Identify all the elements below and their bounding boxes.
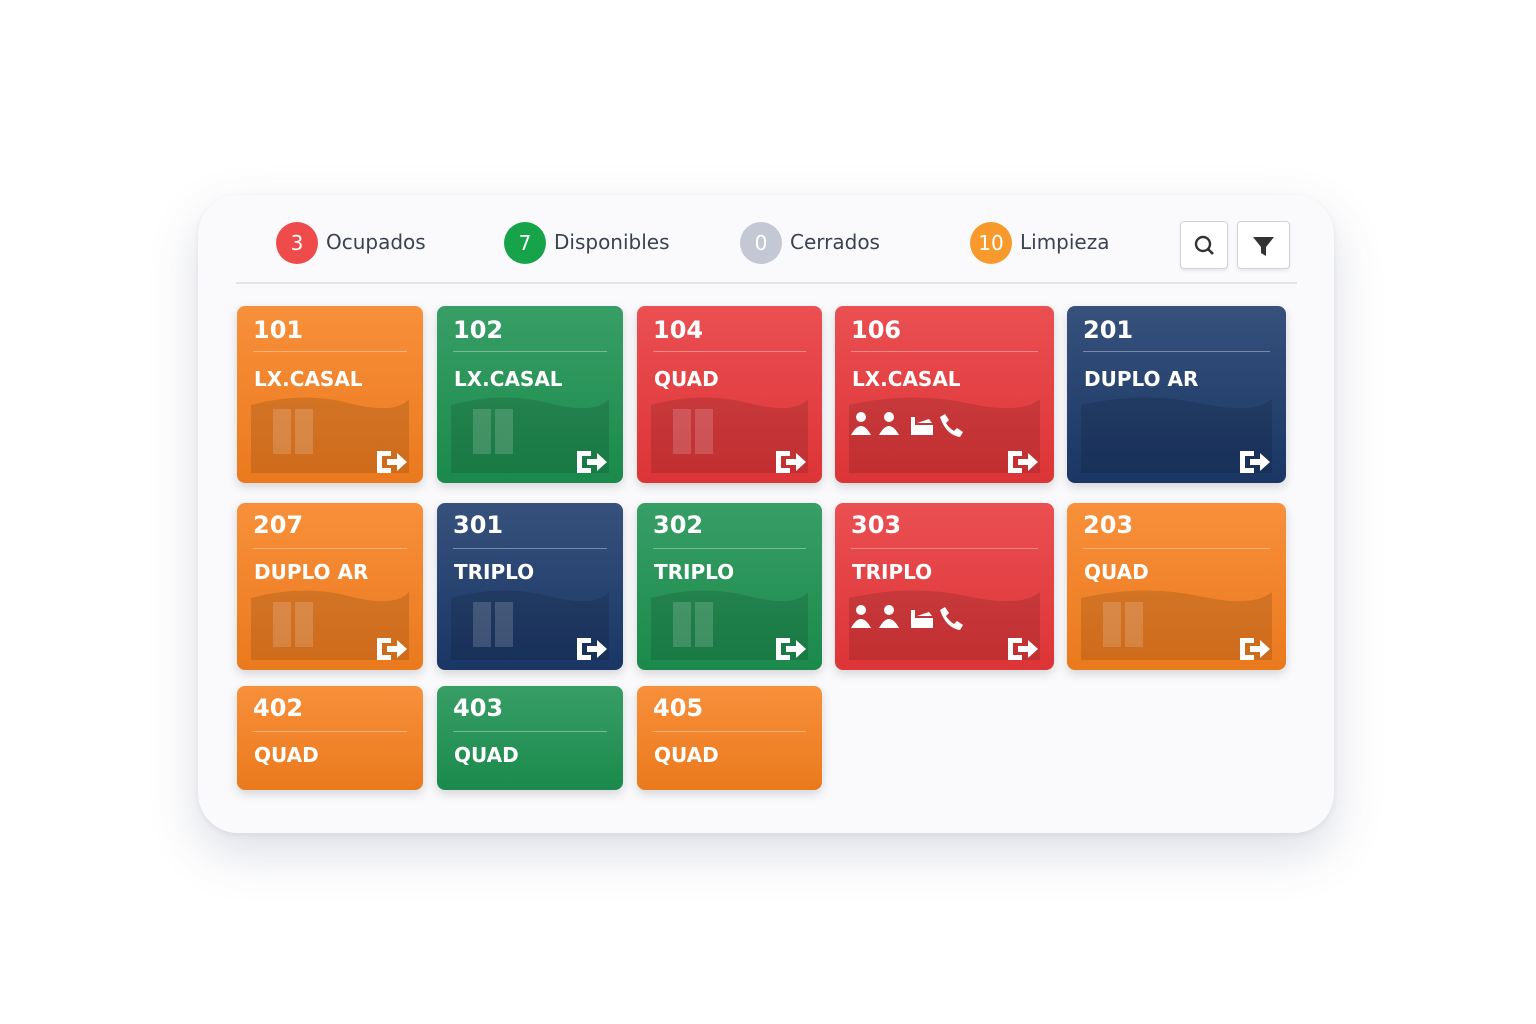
search-button[interactable] xyxy=(1180,221,1228,269)
room-card[interactable]: 303 TRIPLO xyxy=(835,503,1054,670)
card-divider xyxy=(253,351,407,352)
card-divider xyxy=(253,548,407,549)
room-type: TRIPLO xyxy=(852,560,933,584)
card-divider xyxy=(851,548,1038,549)
room-number: 303 xyxy=(851,511,902,539)
card-divider xyxy=(1083,351,1270,352)
room-type: TRIPLO xyxy=(454,560,535,584)
room-card[interactable]: 301 TRIPLO xyxy=(437,503,623,670)
card-decoration xyxy=(849,397,1040,473)
card-decoration xyxy=(251,590,409,660)
room-type: QUAD xyxy=(454,743,519,767)
room-number: 102 xyxy=(453,316,504,344)
divider xyxy=(236,282,1297,284)
search-icon xyxy=(1194,235,1214,255)
room-card[interactable]: 201 DUPLO AR xyxy=(1067,306,1286,483)
status-label: Disponibles xyxy=(554,230,670,254)
room-card[interactable]: 106 LX.CASAL xyxy=(835,306,1054,483)
room-number: 207 xyxy=(253,511,304,539)
room-card[interactable]: 405 QUAD xyxy=(637,686,822,790)
room-type: DUPLO AR xyxy=(254,560,369,584)
room-type: DUPLO AR xyxy=(1084,367,1199,391)
card-decoration xyxy=(651,397,808,473)
room-number: 203 xyxy=(1083,511,1134,539)
card-divider xyxy=(453,548,607,549)
status-label: Limpieza xyxy=(1020,230,1110,254)
card-divider xyxy=(1083,548,1270,549)
room-type: QUAD xyxy=(654,743,719,767)
room-number: 106 xyxy=(851,316,902,344)
filter-button[interactable] xyxy=(1237,221,1290,269)
room-type: LX.CASAL xyxy=(852,367,961,391)
card-divider xyxy=(851,351,1038,352)
card-decoration xyxy=(451,397,609,473)
room-card[interactable]: 302 TRIPLO xyxy=(637,503,822,670)
room-card[interactable]: 101 LX.CASAL xyxy=(237,306,423,483)
room-number: 403 xyxy=(453,694,504,722)
room-card[interactable]: 403 QUAD xyxy=(437,686,623,790)
card-decoration xyxy=(251,397,409,473)
status-count: 0 xyxy=(740,222,782,264)
filter-icon xyxy=(1253,237,1274,256)
room-number: 402 xyxy=(253,694,304,722)
room-card[interactable]: 207 DUPLO AR xyxy=(237,503,423,670)
room-type: QUAD xyxy=(1084,560,1149,584)
status-count: 7 xyxy=(504,222,546,264)
room-card[interactable]: 102 LX.CASAL xyxy=(437,306,623,483)
room-type: QUAD xyxy=(254,743,319,767)
room-type: LX.CASAL xyxy=(454,367,563,391)
card-divider xyxy=(653,351,806,352)
card-divider xyxy=(653,731,806,732)
status-count: 10 xyxy=(970,222,1012,264)
card-decoration xyxy=(651,590,808,660)
status-label: Cerrados xyxy=(790,230,880,254)
card-divider xyxy=(253,731,407,732)
card-decoration xyxy=(849,590,1040,660)
room-board: 3 Ocupados 7 Disponibles 0 Cerrados 10 Limpieza… xyxy=(198,195,1334,833)
status-label: Ocupados xyxy=(326,230,426,254)
room-number: 302 xyxy=(653,511,704,539)
room-number: 104 xyxy=(653,316,704,344)
room-type: LX.CASAL xyxy=(254,367,363,391)
room-type: TRIPLO xyxy=(654,560,735,584)
room-card[interactable]: 402 QUAD xyxy=(237,686,423,790)
status-count: 3 xyxy=(276,222,318,264)
card-decoration xyxy=(1081,590,1272,660)
card-decoration xyxy=(451,590,609,660)
card-divider xyxy=(653,548,806,549)
room-card[interactable]: 104 QUAD xyxy=(637,306,822,483)
card-divider xyxy=(453,351,607,352)
room-card[interactable]: 203 QUAD xyxy=(1067,503,1286,670)
room-number: 301 xyxy=(453,511,504,539)
room-number: 101 xyxy=(253,316,304,344)
card-divider xyxy=(453,731,607,732)
room-number: 405 xyxy=(653,694,704,722)
room-type: QUAD xyxy=(654,367,719,391)
room-number: 201 xyxy=(1083,316,1134,344)
card-decoration xyxy=(1081,397,1272,473)
